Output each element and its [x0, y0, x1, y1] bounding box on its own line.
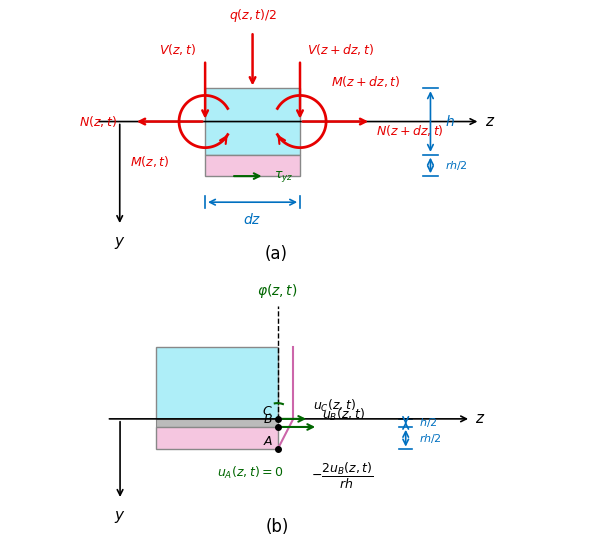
Text: $z$: $z$: [485, 114, 496, 129]
Text: $u_C(z,t)$: $u_C(z,t)$: [313, 398, 356, 414]
Text: $-\dfrac{2u_B(z,t)}{rh}$: $-\dfrac{2u_B(z,t)}{rh}$: [311, 461, 374, 491]
Text: $B$: $B$: [263, 413, 273, 425]
Text: $q(z,t)/2$: $q(z,t)/2$: [229, 7, 277, 24]
Text: $V(z,t)$: $V(z,t)$: [158, 42, 196, 58]
Text: $\varphi(z,t)$: $\varphi(z,t)$: [257, 282, 298, 300]
Text: $V(z+dz,t)$: $V(z+dz,t)$: [307, 42, 374, 58]
FancyBboxPatch shape: [156, 419, 278, 427]
Text: $M(z+dz,t)$: $M(z+dz,t)$: [331, 74, 400, 89]
Text: $rh/2$: $rh/2$: [419, 432, 442, 445]
Text: $u_B(z,t)$: $u_B(z,t)$: [322, 407, 364, 423]
Text: $M(z,t)$: $M(z,t)$: [130, 154, 170, 169]
FancyBboxPatch shape: [156, 347, 278, 419]
FancyBboxPatch shape: [205, 88, 300, 155]
Text: $dz$: $dz$: [244, 212, 262, 227]
Text: $rh/2$: $rh/2$: [445, 159, 467, 172]
Text: (b): (b): [266, 518, 289, 536]
Text: $u_A(z,t) = 0$: $u_A(z,t) = 0$: [217, 465, 284, 481]
Text: $z$: $z$: [475, 411, 486, 427]
Text: $N(z,t)$: $N(z,t)$: [79, 114, 118, 129]
Text: $C$: $C$: [262, 405, 273, 418]
Text: $y$: $y$: [114, 509, 126, 525]
Text: $h/2$: $h/2$: [419, 417, 437, 429]
Text: $A$: $A$: [263, 435, 273, 448]
Text: $y$: $y$: [114, 236, 125, 251]
FancyBboxPatch shape: [205, 155, 300, 176]
FancyBboxPatch shape: [156, 427, 278, 450]
Text: $\tau_{yz}$: $\tau_{yz}$: [274, 169, 293, 183]
Text: $h$: $h$: [445, 114, 455, 129]
Text: (a): (a): [265, 245, 288, 264]
Text: $N(z+dz,t)$: $N(z+dz,t)$: [376, 122, 443, 138]
